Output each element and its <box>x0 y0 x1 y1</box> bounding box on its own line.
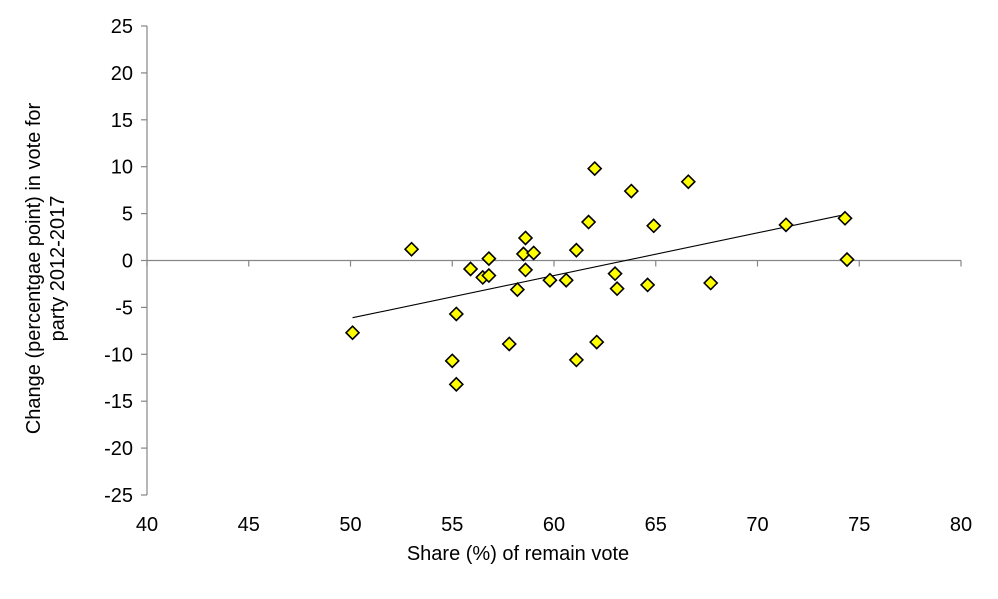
y-tick-label: -5 <box>115 297 133 319</box>
x-tick-label: 45 <box>238 514 260 536</box>
y-axis-title-line: party 2012-2017 <box>47 196 69 342</box>
data-point <box>609 281 625 297</box>
data-point <box>448 376 464 392</box>
x-axis-title: Share (%) of remain vote <box>407 543 629 565</box>
data-point <box>580 214 597 230</box>
y-tick-label: 0 <box>122 251 133 273</box>
data-point <box>444 353 460 369</box>
data-point <box>623 183 639 199</box>
data-point <box>639 277 656 293</box>
data-point <box>646 218 662 234</box>
data-point <box>558 272 574 288</box>
data-point <box>568 352 585 368</box>
data-point <box>344 325 361 341</box>
y-tick-label: 10 <box>111 157 133 179</box>
data-point <box>703 275 719 291</box>
data-point <box>607 266 623 282</box>
data-point <box>462 261 479 277</box>
y-tick-label: -15 <box>104 391 133 413</box>
trendline-layer <box>352 213 846 319</box>
x-tick-label: 60 <box>543 514 565 536</box>
y-tick-label: 20 <box>111 63 133 85</box>
y-axis-title: Change (percentgae point) in vote for par… <box>23 103 69 435</box>
x-tick-label: 50 <box>339 514 361 536</box>
data-point <box>778 217 794 233</box>
data-point <box>542 272 558 288</box>
data-points <box>344 160 855 392</box>
data-point <box>481 267 497 284</box>
data-point <box>481 250 497 267</box>
x-tick-label: 40 <box>136 514 158 536</box>
y-tick-label: -20 <box>104 438 133 460</box>
data-point <box>680 174 696 190</box>
y-tick-label: -25 <box>104 485 133 507</box>
data-point <box>839 251 855 268</box>
data-point <box>526 245 542 261</box>
y-tick-label: 15 <box>111 110 133 132</box>
axes: -25 -20 -15 -10 -5 0 5 10 15 20 25 40 45 50 55 60 65 70 75… <box>104 16 972 536</box>
data-point <box>517 262 534 278</box>
x-tick-label: 70 <box>746 514 768 536</box>
x-tick-label: 80 <box>950 514 972 536</box>
x-tick-label: 55 <box>441 514 463 536</box>
y-axis-title-line: Change (percentgae point) in vote for <box>23 103 45 435</box>
x-tick-label: 65 <box>645 514 667 536</box>
y-tick-label: 25 <box>111 16 133 38</box>
data-point <box>589 334 605 350</box>
y-tick-label: -10 <box>104 344 133 366</box>
data-point <box>403 241 420 257</box>
data-point <box>448 306 464 322</box>
x-tick-label: 75 <box>848 514 870 536</box>
y-tick-label: 5 <box>122 204 133 226</box>
data-point <box>568 242 585 258</box>
data-point <box>517 230 534 246</box>
data-point <box>509 281 526 298</box>
data-point <box>587 160 603 177</box>
trendline <box>352 213 846 319</box>
data-point <box>501 336 517 352</box>
data-point <box>837 210 853 226</box>
